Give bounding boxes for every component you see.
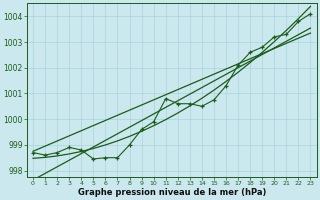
X-axis label: Graphe pression niveau de la mer (hPa): Graphe pression niveau de la mer (hPa): [77, 188, 266, 197]
